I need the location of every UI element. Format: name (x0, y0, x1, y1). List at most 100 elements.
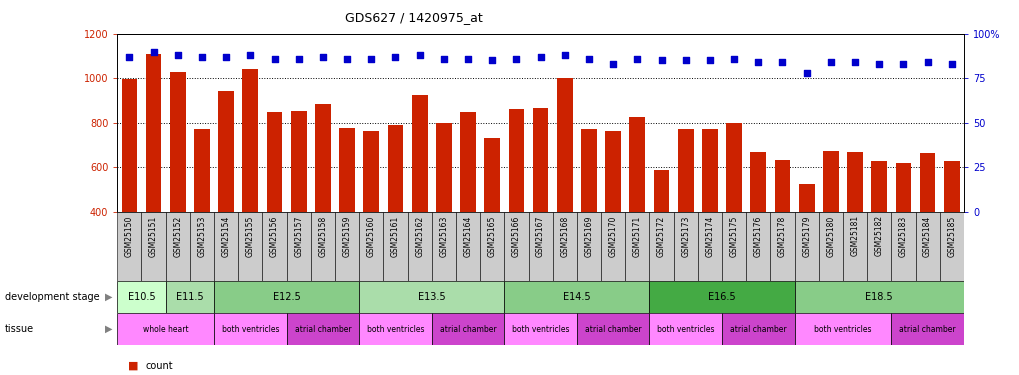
Bar (556, 78, 572, 301)
Text: GSM25179: GSM25179 (801, 215, 810, 257)
Point (411, 52, 427, 58)
Text: GSM25154: GSM25154 (221, 215, 230, 257)
Point (435, 56, 451, 62)
Text: E10.5: E10.5 (127, 292, 155, 302)
Bar (794, 212, 818, 281)
Point (338, 56, 355, 62)
Text: GSM25155: GSM25155 (246, 215, 255, 257)
Text: GSM25160: GSM25160 (367, 215, 375, 257)
Bar (238, 212, 262, 281)
Bar (146, 54, 161, 301)
Point (604, 61, 621, 67)
Bar (363, 131, 379, 301)
Text: GSM25167: GSM25167 (536, 215, 544, 257)
Point (194, 54, 210, 60)
Text: GSM25166: GSM25166 (512, 215, 521, 257)
Point (121, 54, 138, 60)
Bar (919, 153, 934, 301)
Bar (746, 212, 769, 281)
Bar (528, 212, 552, 281)
Bar (243, 69, 258, 301)
Text: GSM25151: GSM25151 (149, 215, 158, 256)
Text: tissue: tissue (5, 324, 35, 334)
Text: GSM25164: GSM25164 (463, 215, 472, 257)
Bar (794, 281, 963, 313)
Bar (532, 108, 548, 301)
Text: E18.5: E18.5 (864, 292, 893, 302)
Bar (214, 313, 286, 345)
Text: GSM25172: GSM25172 (656, 215, 665, 256)
Bar (165, 281, 214, 313)
Bar (891, 313, 963, 345)
Bar (895, 164, 910, 301)
Point (218, 54, 234, 60)
Bar (311, 212, 334, 281)
Point (290, 56, 307, 62)
Point (387, 54, 404, 60)
Point (726, 56, 742, 62)
Bar (891, 212, 915, 281)
Point (242, 52, 258, 58)
Text: atrial chamber: atrial chamber (294, 325, 351, 334)
Point (315, 54, 331, 60)
Text: GSM25150: GSM25150 (124, 215, 133, 257)
Bar (673, 212, 697, 281)
Point (846, 59, 862, 65)
Point (169, 52, 185, 58)
Bar (818, 212, 842, 281)
Bar (822, 151, 838, 301)
Text: GSM25171: GSM25171 (632, 215, 641, 256)
Bar (412, 95, 427, 301)
Bar (117, 212, 142, 281)
Text: E13.5: E13.5 (418, 292, 445, 302)
Bar (649, 281, 794, 313)
Text: development stage: development stage (5, 292, 100, 302)
Text: atrial chamber: atrial chamber (439, 325, 496, 334)
Text: GSM25168: GSM25168 (559, 215, 569, 256)
Bar (117, 281, 165, 313)
Bar (214, 281, 359, 313)
Bar (552, 212, 577, 281)
Bar (508, 109, 524, 301)
Bar (408, 212, 431, 281)
Bar (286, 313, 359, 345)
Bar (339, 128, 355, 301)
Text: E14.5: E14.5 (562, 292, 590, 302)
Text: GSM25175: GSM25175 (729, 215, 738, 257)
Text: GSM25181: GSM25181 (850, 215, 859, 256)
Text: both ventricles: both ventricles (512, 325, 569, 334)
Bar (847, 152, 862, 301)
Text: ▶: ▶ (105, 292, 112, 302)
Bar (334, 212, 359, 281)
Bar (484, 138, 499, 301)
Point (266, 56, 282, 62)
Bar (359, 281, 503, 313)
Bar (577, 313, 649, 345)
Point (798, 70, 814, 76)
Bar (842, 212, 866, 281)
Text: atrial chamber: atrial chamber (899, 325, 955, 334)
Bar (794, 313, 891, 345)
Bar (773, 159, 790, 301)
Text: E11.5: E11.5 (176, 292, 204, 302)
Point (146, 49, 162, 55)
Text: E12.5: E12.5 (272, 292, 301, 302)
Text: ■: ■ (127, 361, 138, 370)
Bar (503, 212, 528, 281)
Text: GSM25174: GSM25174 (705, 215, 713, 257)
Bar (383, 212, 408, 281)
Text: E16.5: E16.5 (707, 292, 735, 302)
Bar (625, 212, 649, 281)
Bar (480, 212, 503, 281)
Point (460, 56, 476, 62)
Bar (387, 125, 403, 301)
Bar (600, 212, 625, 281)
Text: GSM25162: GSM25162 (415, 215, 424, 256)
Point (507, 56, 524, 62)
Bar (170, 72, 185, 301)
Point (749, 59, 765, 65)
Bar (649, 212, 673, 281)
Bar (218, 91, 233, 301)
Bar (721, 212, 746, 281)
Bar (721, 313, 794, 345)
